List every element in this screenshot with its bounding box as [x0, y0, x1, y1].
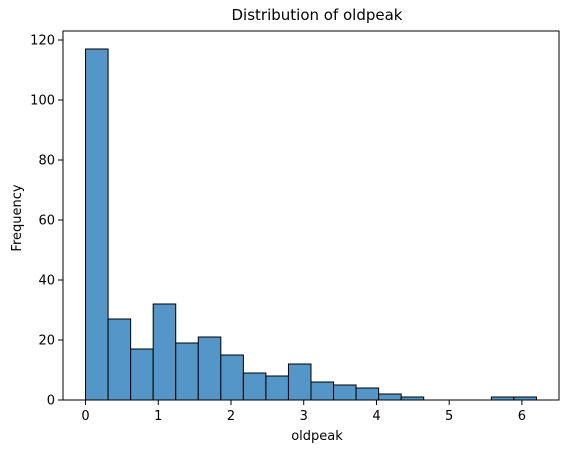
- x-tick-label: 1: [154, 409, 162, 424]
- histogram-bar-3: [152, 303, 177, 401]
- histogram-bar-0: [85, 48, 109, 401]
- histogram-bar-5: [197, 336, 222, 401]
- x-tick-label: 2: [227, 409, 235, 424]
- y-tick-label: 20: [38, 334, 55, 349]
- plot-frame: [62, 30, 560, 401]
- histogram-bar-12: [355, 387, 380, 401]
- y-tick-label: 40: [38, 274, 55, 289]
- y-axis-ticks: 0 20 40 60 80 100 120: [30, 34, 63, 409]
- y-axis-label: Frequency: [10, 184, 25, 251]
- histogram-bar-7: [242, 372, 267, 401]
- x-axis-ticks: 0 1 2 3 4 5 6: [81, 400, 526, 424]
- histogram-bar-4: [175, 342, 199, 401]
- y-tick-label: 80: [38, 154, 55, 169]
- chart-title: Distribution of oldpeak: [232, 6, 403, 24]
- histogram-bar-10: [310, 381, 335, 401]
- histogram-bar-9: [287, 363, 312, 401]
- x-tick-label: 5: [445, 409, 453, 424]
- x-tick-label: 3: [300, 409, 308, 424]
- x-tick-label: 0: [81, 409, 89, 424]
- histogram-bar-8: [265, 375, 289, 401]
- histogram-bar-2: [130, 348, 154, 401]
- y-tick-label: 60: [38, 214, 55, 229]
- y-tick-label: 120: [30, 34, 55, 49]
- histogram-bar-11: [333, 384, 357, 401]
- x-axis-label: oldpeak: [291, 429, 343, 444]
- y-tick-label: 100: [30, 94, 55, 109]
- histogram-bar-13: [378, 393, 402, 401]
- y-tick-label: 0: [47, 394, 55, 409]
- bars-group: [85, 48, 537, 401]
- x-tick-label: 4: [372, 409, 380, 424]
- x-tick-label: 6: [518, 409, 526, 424]
- histogram-bar-1: [107, 318, 132, 401]
- histogram-bar-6: [220, 354, 244, 401]
